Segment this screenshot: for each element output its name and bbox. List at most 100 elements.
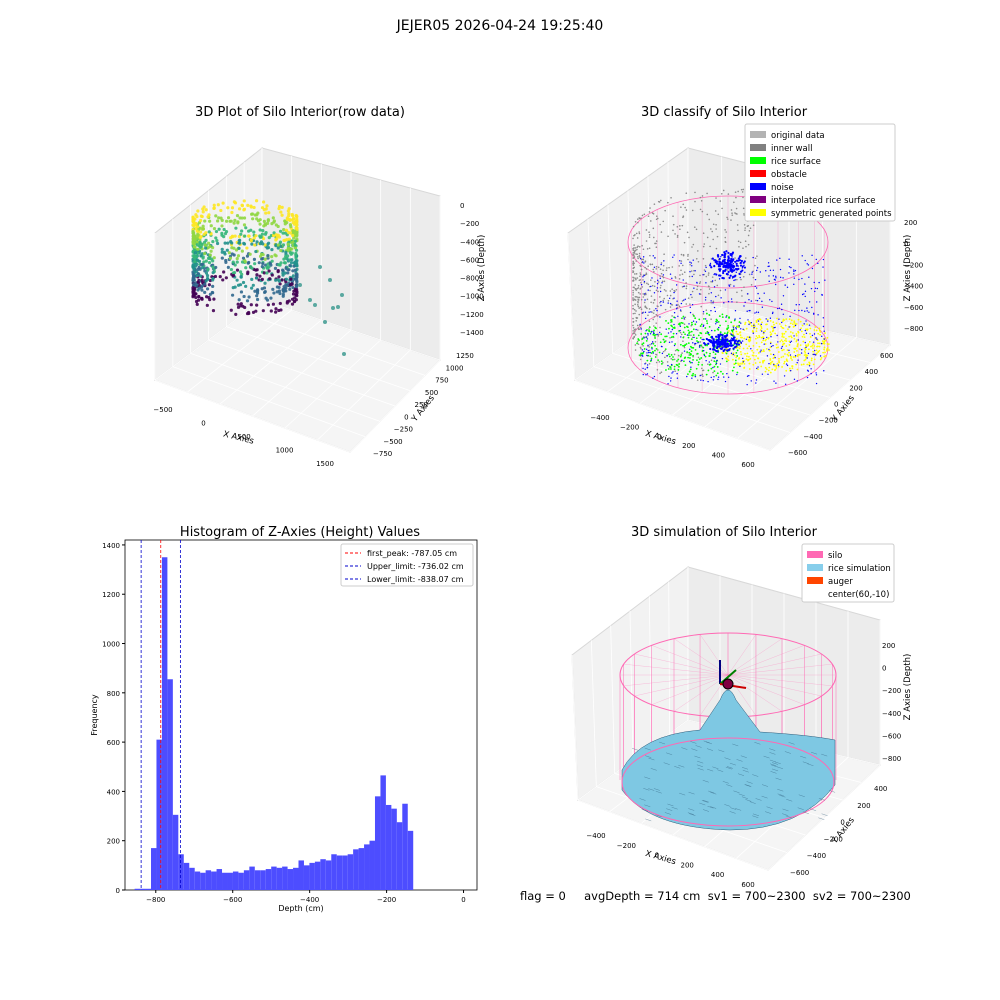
wall-point xyxy=(740,278,742,281)
tick-label: 200 xyxy=(682,442,695,450)
noise-point xyxy=(763,332,765,334)
noise-point xyxy=(673,297,675,299)
noise-point xyxy=(745,338,748,340)
tick-label: 400 xyxy=(712,452,725,460)
mesh-line xyxy=(821,813,828,816)
rice-surface-point xyxy=(665,335,668,338)
histogram-frame xyxy=(124,539,478,891)
rice-surface-point xyxy=(727,324,730,327)
data-point xyxy=(340,293,344,297)
data-point xyxy=(261,229,265,233)
wall-point xyxy=(674,233,676,235)
noise-point xyxy=(807,370,810,372)
noise-point xyxy=(717,255,720,258)
symmetric-point xyxy=(818,327,821,330)
data-point xyxy=(255,290,259,294)
data-point xyxy=(278,291,282,296)
wall-point xyxy=(659,296,661,298)
symmetric-point xyxy=(808,361,810,364)
rice-surface-point xyxy=(672,332,675,335)
symmetric-point xyxy=(774,368,777,371)
wall-point xyxy=(686,231,689,234)
symmetric-point xyxy=(801,335,804,338)
mesh-line xyxy=(741,796,748,799)
noise-point xyxy=(775,382,777,384)
data-point xyxy=(261,253,265,257)
noise-point xyxy=(822,266,824,268)
noise-point xyxy=(727,251,730,255)
data-point xyxy=(222,250,227,254)
wall-point xyxy=(638,252,641,255)
noise-point xyxy=(735,262,738,265)
noise-point xyxy=(732,334,734,336)
data-point xyxy=(192,267,196,271)
wall-point xyxy=(678,278,681,280)
data-point xyxy=(261,261,265,266)
noise-point xyxy=(748,336,751,338)
data-point xyxy=(192,235,196,239)
symmetric-point xyxy=(813,345,816,347)
data-point xyxy=(279,261,283,265)
noise-point xyxy=(711,336,714,339)
data-point xyxy=(331,306,335,310)
legend-swatch xyxy=(750,183,766,190)
data-point xyxy=(287,231,291,235)
wall-point xyxy=(636,277,639,279)
wall-point xyxy=(639,306,642,309)
silo-line xyxy=(651,645,729,676)
wall-point xyxy=(691,209,694,212)
noise-point xyxy=(784,284,786,286)
noise-point xyxy=(652,377,654,379)
wall-point xyxy=(679,228,681,231)
wall-point xyxy=(717,294,720,297)
symmetric-point xyxy=(793,347,796,350)
data-point xyxy=(265,271,269,275)
wall-point xyxy=(703,269,706,271)
data-point xyxy=(275,234,279,238)
wall-point xyxy=(637,343,640,345)
symmetric-point xyxy=(795,323,798,325)
noise-point xyxy=(715,335,718,338)
wall-point xyxy=(633,256,636,258)
noise-point xyxy=(731,256,733,258)
noise-point xyxy=(794,324,797,327)
noise-point xyxy=(740,259,743,263)
noise-point xyxy=(811,306,813,309)
data-point xyxy=(255,240,259,244)
wall-point xyxy=(632,247,634,250)
wall-point xyxy=(653,236,655,239)
rice-surface-point xyxy=(685,343,688,345)
symmetric-point xyxy=(747,338,750,341)
wall-point xyxy=(632,261,635,263)
rice-surface-point xyxy=(718,315,721,318)
symmetric-point xyxy=(782,318,785,321)
data-point xyxy=(207,283,211,287)
noise-point xyxy=(748,309,750,312)
noise-point xyxy=(646,364,649,366)
wall-point xyxy=(685,282,687,284)
symmetric-point xyxy=(782,355,785,358)
data-point xyxy=(226,241,230,245)
noise-point xyxy=(716,345,719,348)
wall-point xyxy=(636,303,639,306)
wall-point xyxy=(671,266,674,268)
wall-point xyxy=(703,243,706,245)
mesh-line xyxy=(691,748,698,751)
noise-point xyxy=(648,311,650,313)
data-point xyxy=(193,251,198,255)
symmetric-point xyxy=(728,330,730,332)
wall-point xyxy=(647,314,649,317)
symmetric-point xyxy=(755,342,758,344)
symmetric-point xyxy=(796,350,798,352)
symmetric-point xyxy=(769,353,772,355)
wall-point xyxy=(635,273,638,275)
symmetric-point xyxy=(768,366,771,369)
noise-point xyxy=(689,271,691,273)
rice-surface-point xyxy=(681,322,684,325)
noise-point xyxy=(644,299,646,301)
noise-point xyxy=(669,273,672,275)
symmetric-point xyxy=(756,318,759,321)
rice-surface-point xyxy=(705,351,708,354)
symmetric-point xyxy=(726,358,728,360)
histogram-bar xyxy=(336,855,343,890)
